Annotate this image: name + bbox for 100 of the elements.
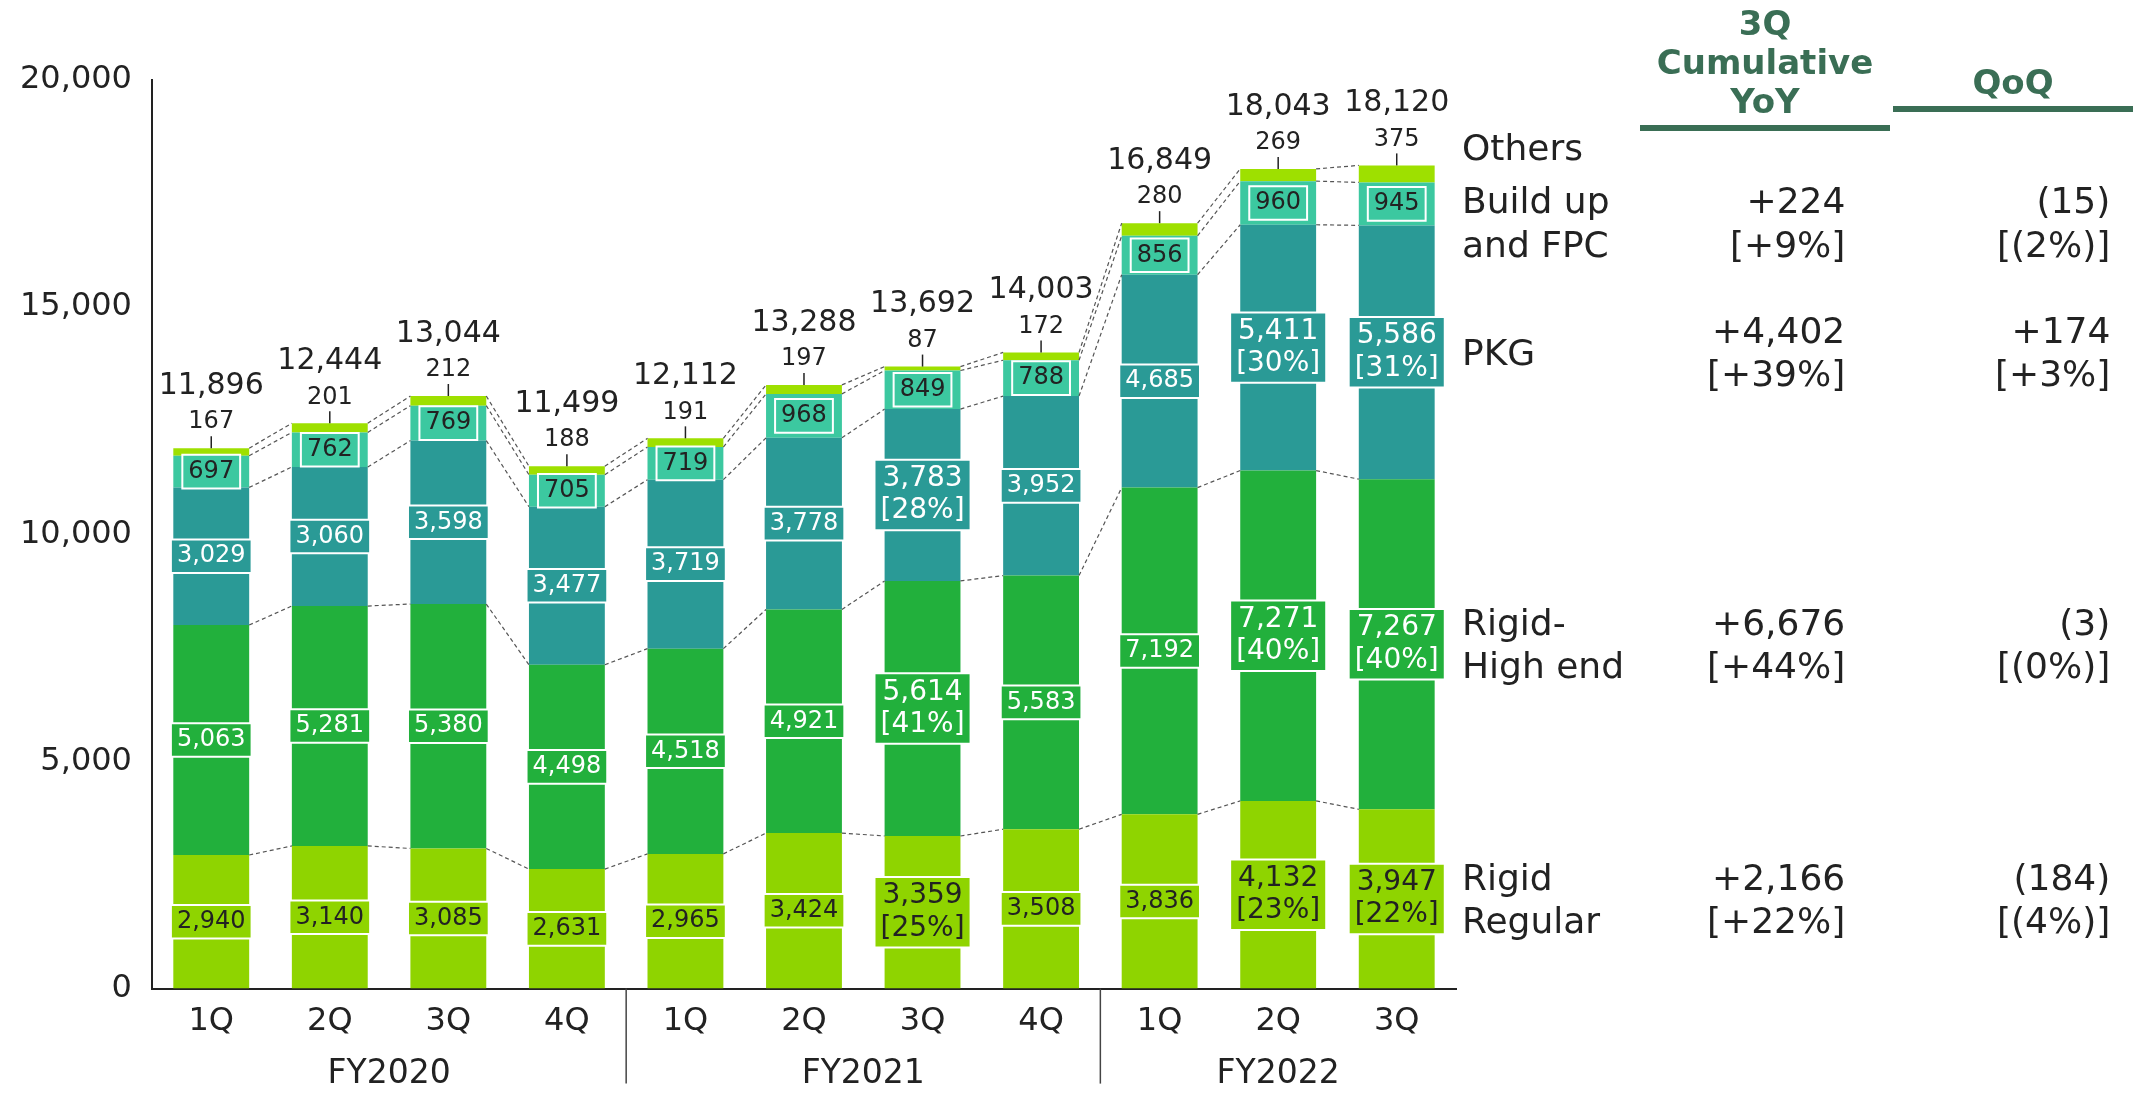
data-label: 188: [543, 424, 590, 453]
x-tick-label: 2Q: [1255, 1000, 1301, 1039]
total-label: 13,288: [751, 302, 857, 338]
series-label: Others: [1462, 125, 1584, 170]
text: +4,402 [+39%]: [1707, 309, 1846, 396]
data-label: 5,063: [176, 724, 246, 753]
data-label: 3,783 [28%]: [880, 460, 965, 526]
data-label: 3,029: [176, 540, 246, 569]
x-tick-label: 2Q: [781, 1000, 827, 1039]
data-label: 3,836: [1125, 885, 1194, 914]
data-label: 3,719: [651, 548, 720, 577]
data-label: 201: [306, 381, 353, 410]
y-tick-label: 0: [111, 966, 132, 1005]
data-label: 2,631: [532, 913, 602, 942]
data-label: 5,281: [295, 710, 365, 739]
y-tick-label: 10,000: [20, 512, 132, 551]
legend-label: Rigid Regular: [1462, 855, 1602, 943]
text: +6,676 [+44%]: [1707, 601, 1846, 688]
data-label: 762: [306, 433, 353, 462]
text: 3Q Cumulative YoY: [1640, 3, 1890, 132]
text: FY2020: [327, 1052, 451, 1092]
data-label: 3,424: [769, 895, 839, 924]
data-label: 3,140: [295, 901, 365, 930]
total-label: 13,044: [395, 313, 501, 349]
data-label: 5,411 [30%]: [1236, 312, 1321, 379]
data-label: 3,947 [22%]: [1354, 864, 1439, 930]
data-label: 968: [781, 400, 827, 429]
text: (15) [(2%)]: [1997, 179, 2111, 266]
legend-label: PKG: [1462, 330, 1537, 374]
data-label: 375: [1373, 123, 1420, 152]
data-label: 3,477: [532, 569, 602, 598]
data-label: 3,085: [413, 902, 483, 931]
total-label: 18,043: [1225, 86, 1331, 122]
total-label: 12,444: [277, 341, 383, 377]
x-tick-label: 4Q: [1018, 1000, 1064, 1039]
data-label: 4,921: [769, 705, 839, 734]
total-label: 12,112: [632, 356, 738, 392]
data-label: 280: [1136, 181, 1183, 210]
data-label: 191: [662, 396, 709, 425]
data-label: 960: [1255, 187, 1302, 216]
data-label: 2,965: [651, 905, 720, 934]
data-label: 2,940: [176, 906, 246, 935]
data-label: 5,586 [31%]: [1354, 317, 1439, 383]
total-label: 16,849: [1107, 140, 1213, 176]
data-label: 167: [188, 406, 235, 435]
data-label: 697: [188, 455, 235, 484]
text: (184) [(4%)]: [1997, 855, 2111, 943]
legend-label: Rigid-High end: [1462, 601, 1625, 688]
x-tick-label: 1Q: [188, 1000, 235, 1039]
data-label: 172: [1018, 310, 1064, 339]
data-label: 3,598: [413, 506, 483, 535]
data-label: 3,060: [295, 520, 365, 549]
data-label: 7,192: [1125, 635, 1194, 664]
y-tick-label: 5,000: [40, 739, 132, 778]
data-label: 4,518: [651, 735, 720, 764]
data-label: 4,132 [23%]: [1236, 859, 1321, 926]
x-tick-label: 2Q: [307, 1000, 353, 1039]
data-label: 5,583: [1006, 686, 1076, 715]
x-tick-label: 3Q: [1373, 1000, 1420, 1039]
data-label: 705: [543, 474, 590, 503]
series-label: Build up and FPC: [1462, 179, 1611, 266]
data-label: 87: [907, 324, 938, 353]
data-label: 788: [1018, 362, 1064, 391]
x-tick-label: 1Q: [1136, 1000, 1183, 1039]
data-label: 7,267 [40%]: [1354, 609, 1439, 675]
x-tick-label: 4Q: [544, 1000, 590, 1039]
data-label: 269: [1255, 127, 1302, 156]
total-label: 11,896: [158, 365, 264, 401]
data-label: 197: [781, 343, 827, 372]
text: +224 [+9%]: [1730, 179, 1846, 266]
data-label: 7,271 [40%]: [1236, 600, 1321, 667]
data-label: 945: [1373, 188, 1420, 217]
x-tick-label: 3Q: [899, 1000, 946, 1039]
text: (3) [(0%)]: [1997, 601, 2111, 688]
y-tick-label: 15,000: [20, 285, 132, 324]
data-label: 769: [425, 407, 472, 436]
data-label: 3,359 [25%]: [880, 877, 965, 943]
data-label: 3,778: [769, 507, 839, 536]
total-label: 14,003: [988, 270, 1094, 306]
total-label: 13,692: [870, 284, 976, 320]
text: FY2021: [801, 1052, 925, 1092]
total-label: 11,499: [514, 384, 620, 419]
data-label: 5,614 [41%]: [880, 673, 965, 739]
data-label: 3,952: [1006, 470, 1076, 499]
data-label: 856: [1136, 239, 1183, 268]
data-label: 4,685: [1125, 365, 1194, 394]
text: FY2022: [1216, 1052, 1340, 1092]
text: +174 [+3%]: [1995, 309, 2111, 396]
x-tick-label: 3Q: [425, 1000, 472, 1039]
data-label: 5,380: [413, 710, 483, 739]
data-label: 3,508: [1006, 893, 1076, 922]
data-label: 849: [899, 374, 946, 403]
x-tick-label: 1Q: [662, 1000, 709, 1039]
total-label: 18,120: [1344, 83, 1450, 119]
data-label: 719: [662, 447, 709, 476]
text: +2,166 [+22%]: [1707, 855, 1846, 943]
data-label: 4,498: [532, 751, 602, 780]
text: QoQ: [1893, 62, 2133, 113]
data-label: 212: [425, 354, 472, 383]
y-tick-label: 20,000: [20, 58, 132, 97]
